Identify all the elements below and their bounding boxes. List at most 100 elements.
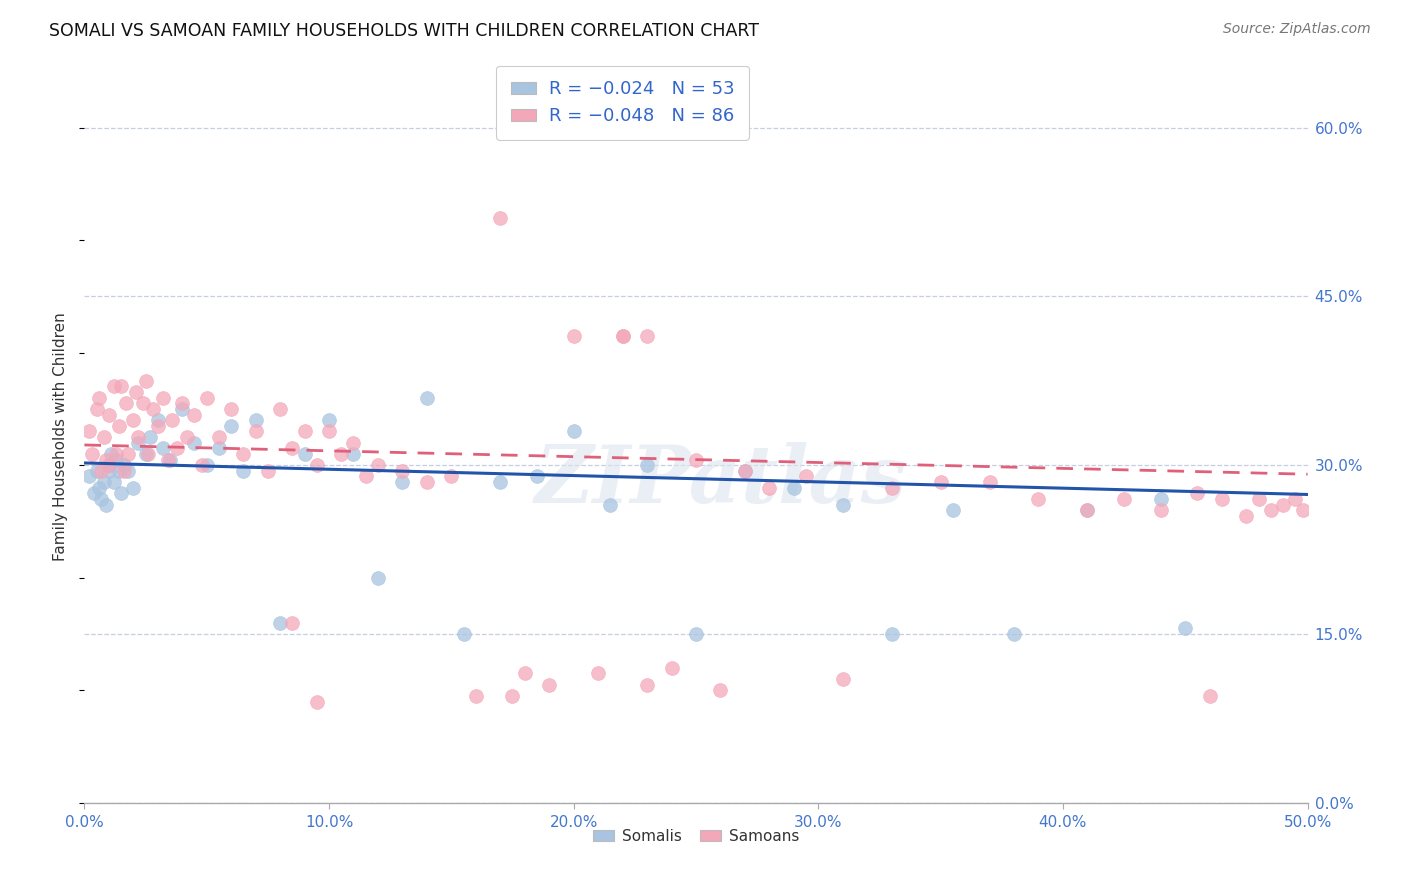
Point bbox=[391, 464, 413, 478]
Point bbox=[110, 379, 132, 393]
Point bbox=[132, 396, 155, 410]
Point bbox=[880, 481, 903, 495]
Point bbox=[586, 666, 609, 681]
Point bbox=[257, 464, 280, 478]
Point bbox=[90, 464, 112, 478]
Point bbox=[105, 447, 128, 461]
Point bbox=[135, 374, 157, 388]
Point bbox=[1211, 491, 1233, 506]
Point bbox=[685, 452, 707, 467]
Point bbox=[1150, 491, 1173, 506]
Point bbox=[1260, 503, 1282, 517]
Point bbox=[166, 442, 188, 456]
Point bbox=[100, 447, 122, 461]
Point bbox=[709, 683, 731, 698]
Point bbox=[90, 491, 112, 506]
Point bbox=[97, 408, 120, 422]
Point bbox=[1076, 503, 1098, 517]
Point bbox=[1114, 491, 1136, 506]
Point bbox=[80, 447, 103, 461]
Point bbox=[135, 447, 157, 461]
Point bbox=[139, 430, 162, 444]
Text: ZIPatlas: ZIPatlas bbox=[534, 442, 907, 520]
Point bbox=[880, 627, 903, 641]
Point bbox=[269, 615, 291, 630]
Point bbox=[294, 447, 316, 461]
Point bbox=[612, 328, 634, 343]
Point bbox=[599, 498, 621, 512]
Point bbox=[661, 661, 683, 675]
Point bbox=[191, 458, 214, 473]
Point bbox=[416, 391, 439, 405]
Point bbox=[93, 430, 115, 444]
Point bbox=[208, 442, 231, 456]
Point bbox=[464, 689, 486, 703]
Point bbox=[1284, 491, 1306, 506]
Legend: Somalis, Samoans: Somalis, Samoans bbox=[586, 822, 806, 850]
Point bbox=[513, 666, 536, 681]
Point bbox=[103, 379, 125, 393]
Point bbox=[125, 385, 148, 400]
Point bbox=[294, 425, 316, 439]
Point bbox=[416, 475, 439, 489]
Point bbox=[281, 615, 304, 630]
Point bbox=[1150, 503, 1173, 517]
Point bbox=[794, 469, 817, 483]
Point bbox=[127, 435, 149, 450]
Text: SOMALI VS SAMOAN FAMILY HOUSEHOLDS WITH CHILDREN CORRELATION CHART: SOMALI VS SAMOAN FAMILY HOUSEHOLDS WITH … bbox=[49, 22, 759, 40]
Point bbox=[440, 469, 463, 483]
Point bbox=[107, 464, 129, 478]
Point bbox=[318, 425, 340, 439]
Point bbox=[1002, 627, 1025, 641]
Point bbox=[127, 430, 149, 444]
Point bbox=[122, 481, 145, 495]
Point bbox=[232, 464, 254, 478]
Point bbox=[122, 413, 145, 427]
Point bbox=[453, 627, 475, 641]
Point bbox=[685, 627, 707, 641]
Point bbox=[87, 391, 110, 405]
Point bbox=[1076, 503, 1098, 517]
Point bbox=[219, 401, 242, 416]
Point bbox=[1236, 508, 1258, 523]
Point bbox=[1247, 491, 1270, 506]
Point bbox=[152, 391, 174, 405]
Point bbox=[831, 672, 853, 686]
Point bbox=[152, 442, 174, 456]
Point bbox=[1028, 491, 1050, 506]
Point bbox=[142, 401, 165, 416]
Point bbox=[245, 413, 267, 427]
Point bbox=[86, 464, 108, 478]
Point bbox=[115, 396, 138, 410]
Point bbox=[758, 481, 780, 495]
Point bbox=[318, 413, 340, 427]
Point bbox=[156, 452, 179, 467]
Point bbox=[117, 464, 139, 478]
Point bbox=[281, 442, 304, 456]
Point bbox=[159, 452, 181, 467]
Point bbox=[176, 430, 198, 444]
Point bbox=[162, 413, 184, 427]
Point bbox=[929, 475, 952, 489]
Point bbox=[77, 425, 100, 439]
Point bbox=[208, 430, 231, 444]
Point bbox=[97, 458, 120, 473]
Point bbox=[942, 503, 965, 517]
Point bbox=[195, 458, 218, 473]
Point bbox=[245, 425, 267, 439]
Point bbox=[1292, 503, 1315, 517]
Point bbox=[136, 447, 159, 461]
Point bbox=[342, 435, 364, 450]
Point bbox=[783, 481, 806, 495]
Point bbox=[342, 447, 364, 461]
Point bbox=[734, 464, 756, 478]
Point bbox=[97, 458, 120, 473]
Point bbox=[562, 328, 585, 343]
Point bbox=[146, 418, 169, 433]
Point bbox=[93, 475, 115, 489]
Point bbox=[1272, 498, 1295, 512]
Point bbox=[172, 396, 194, 410]
Point bbox=[97, 464, 120, 478]
Point bbox=[172, 401, 194, 416]
Point bbox=[526, 469, 548, 483]
